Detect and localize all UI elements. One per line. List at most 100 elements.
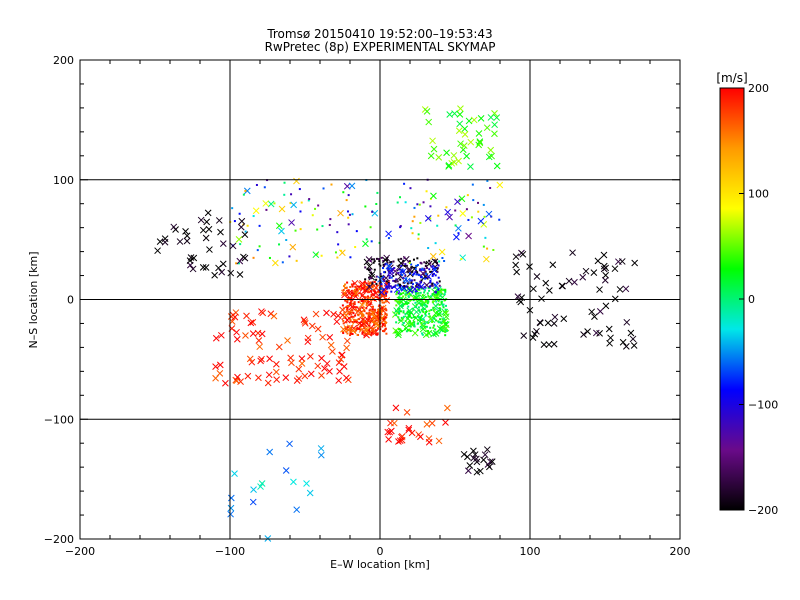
- scatter-point: [429, 205, 432, 208]
- scatter-point: [470, 447, 477, 455]
- scatter-point: [380, 284, 383, 287]
- scatter-point: [423, 268, 426, 271]
- scatter-point: [375, 275, 378, 278]
- scatter-point: [432, 282, 440, 290]
- scatter-point: [372, 321, 375, 324]
- scatter-point: [368, 309, 371, 312]
- scatter-point: [361, 314, 364, 317]
- scatter-point: [407, 295, 410, 298]
- scatter-point: [369, 326, 376, 334]
- scatter-point: [189, 265, 197, 273]
- scatter-point: [389, 285, 392, 288]
- scatter-point: [383, 282, 391, 290]
- scatter-point: [258, 330, 266, 338]
- scatter-point: [244, 372, 252, 380]
- scatter-point: [622, 285, 630, 293]
- scatter-point: [369, 276, 372, 279]
- scatter-point: [416, 271, 419, 274]
- scatter-point: [459, 210, 467, 217]
- scatter-point: [486, 179, 489, 182]
- scatter-point: [347, 296, 350, 299]
- scatter-point: [367, 315, 370, 318]
- scatter-point: [404, 313, 407, 316]
- scatter-point: [425, 262, 428, 265]
- colorbar: [m/s] −200 −100 0 100 200: [716, 71, 778, 517]
- scatter-point: [442, 289, 445, 292]
- scatter-point: [384, 295, 387, 298]
- scatter-point: [380, 310, 383, 313]
- scatter-point: [393, 267, 396, 270]
- scatter-point: [425, 438, 433, 446]
- scatter-point: [342, 332, 345, 335]
- scatter-point: [365, 307, 368, 310]
- scatter-point: [421, 303, 424, 306]
- scatter-point: [387, 237, 390, 240]
- scatter-point: [377, 315, 380, 318]
- scatter-point: [370, 317, 373, 320]
- scatter-point: [602, 302, 610, 310]
- scatter-point: [445, 310, 448, 313]
- scatter-point: [403, 256, 406, 259]
- scatter-point: [382, 277, 385, 280]
- scatter-point: [229, 311, 237, 319]
- scatter-point: [370, 271, 373, 274]
- scatter-point: [301, 319, 309, 327]
- scatter-point: [337, 209, 344, 217]
- scatter-point: [488, 458, 496, 465]
- scatter-point: [430, 265, 433, 268]
- scatter-point: [455, 127, 463, 135]
- scatter-point: [403, 277, 411, 285]
- scatter-point: [383, 316, 386, 319]
- scatter-point: [346, 305, 349, 308]
- scatter-point: [252, 215, 255, 218]
- scatter-point: [273, 376, 281, 383]
- scatter-point: [413, 308, 420, 316]
- scatter-point: [390, 276, 393, 279]
- scatter-point: [516, 296, 523, 304]
- scatter-point: [432, 272, 435, 275]
- scatter-point: [424, 296, 427, 299]
- scatter-point: [349, 320, 352, 323]
- scatter-point: [428, 309, 431, 312]
- scatter-point: [388, 276, 391, 279]
- scatter-point: [353, 318, 356, 321]
- scatter-point: [373, 268, 376, 271]
- scatter-point: [370, 240, 373, 243]
- scatter-point: [314, 325, 322, 333]
- scatter-point: [417, 233, 420, 236]
- scatter-point: [358, 318, 361, 321]
- scatter-point: [424, 289, 427, 292]
- scatter-point: [362, 330, 365, 333]
- scatter-point: [345, 300, 348, 303]
- scatter-point: [476, 467, 484, 475]
- scatter-point: [318, 372, 325, 379]
- scatter-point: [350, 283, 353, 286]
- scatter-point: [600, 251, 608, 259]
- scatter-point: [436, 293, 439, 296]
- scatter-point: [427, 315, 434, 323]
- scatter-point: [482, 203, 485, 206]
- scatter-point: [413, 272, 416, 275]
- scatter-point: [377, 297, 380, 300]
- scatter-point: [382, 265, 385, 268]
- scatter-point: [369, 320, 372, 323]
- scatter-point: [384, 263, 387, 266]
- scatter-point: [392, 286, 395, 289]
- scatter-point: [364, 266, 367, 269]
- scatter-point: [256, 343, 264, 351]
- scatter-point: [371, 313, 379, 321]
- scatter-point: [470, 116, 478, 124]
- scatter-point: [423, 108, 431, 115]
- scatter-point: [396, 280, 399, 283]
- scatter-point: [414, 296, 417, 299]
- scatter-point: [227, 494, 235, 502]
- scatter-point: [278, 205, 286, 213]
- scatter-point: [438, 248, 446, 256]
- scatter-point: [436, 292, 439, 295]
- scatter-point: [231, 207, 234, 210]
- scatter-point: [411, 220, 414, 223]
- scatter-point: [424, 314, 427, 317]
- scatter-point: [345, 199, 348, 202]
- scatter-point: [215, 217, 223, 224]
- scatter-point: [399, 226, 402, 229]
